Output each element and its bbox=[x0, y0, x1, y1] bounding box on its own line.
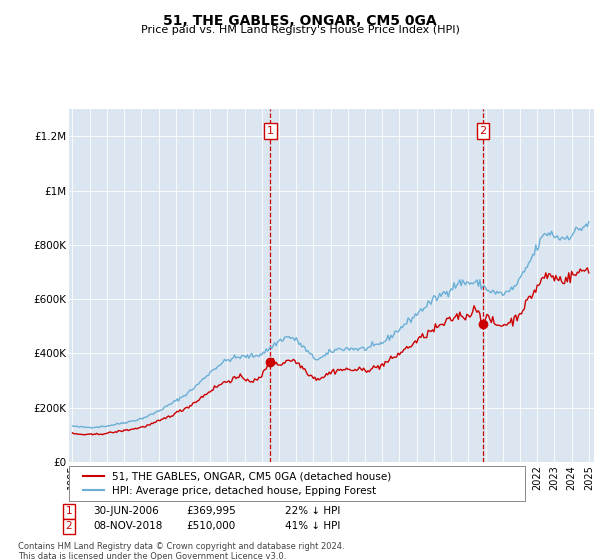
Text: 30-JUN-2006: 30-JUN-2006 bbox=[93, 506, 159, 516]
Text: 1: 1 bbox=[267, 126, 274, 136]
Text: 2: 2 bbox=[479, 126, 487, 136]
Text: Price paid vs. HM Land Registry's House Price Index (HPI): Price paid vs. HM Land Registry's House … bbox=[140, 25, 460, 35]
Text: 08-NOV-2018: 08-NOV-2018 bbox=[93, 521, 163, 531]
Text: 2: 2 bbox=[65, 521, 73, 531]
Text: £369,995: £369,995 bbox=[186, 506, 236, 516]
Legend: 51, THE GABLES, ONGAR, CM5 0GA (detached house), HPI: Average price, detached ho: 51, THE GABLES, ONGAR, CM5 0GA (detached… bbox=[79, 468, 395, 500]
Text: 41% ↓ HPI: 41% ↓ HPI bbox=[285, 521, 340, 531]
Text: £510,000: £510,000 bbox=[186, 521, 235, 531]
Text: 22% ↓ HPI: 22% ↓ HPI bbox=[285, 506, 340, 516]
Text: 51, THE GABLES, ONGAR, CM5 0GA: 51, THE GABLES, ONGAR, CM5 0GA bbox=[163, 14, 437, 28]
Text: Contains HM Land Registry data © Crown copyright and database right 2024.
This d: Contains HM Land Registry data © Crown c… bbox=[18, 542, 344, 560]
Text: 1: 1 bbox=[65, 506, 73, 516]
